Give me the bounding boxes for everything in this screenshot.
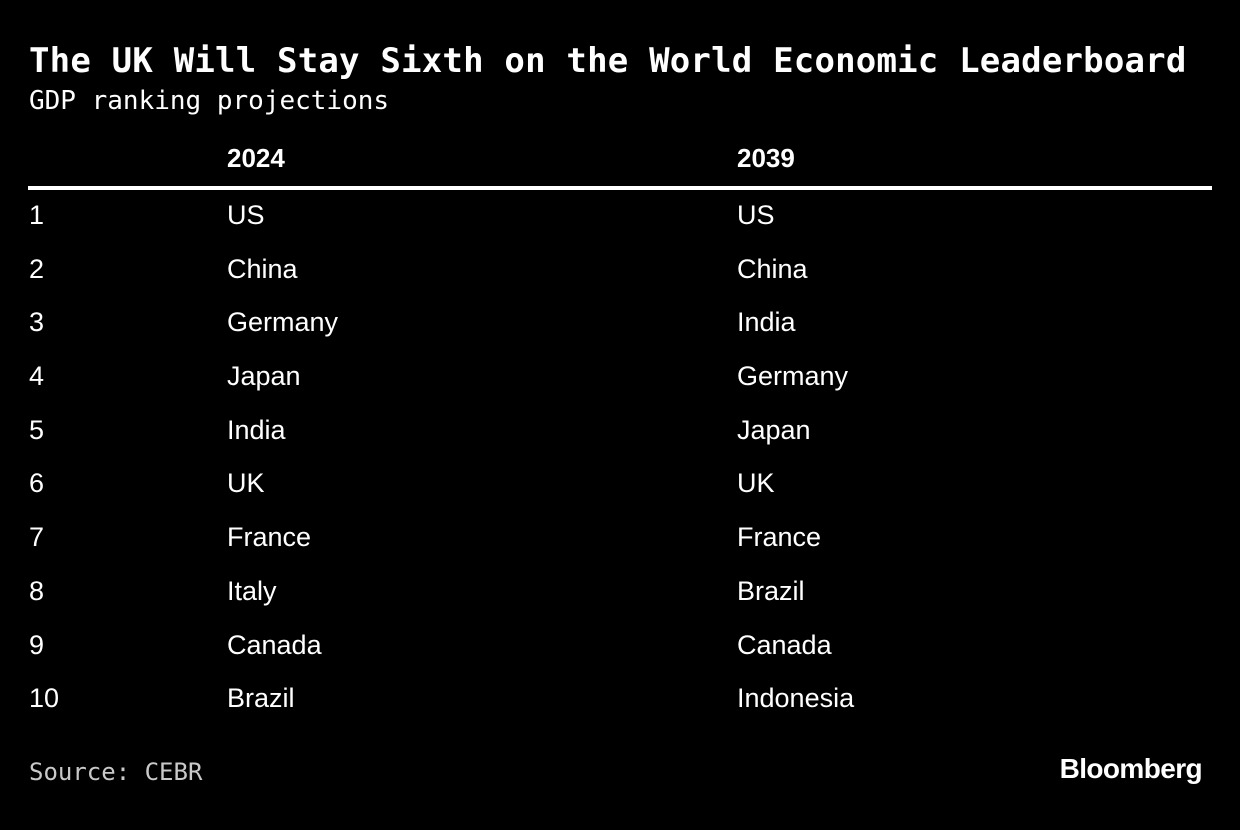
table-row: 10 Brazil Indonesia [28, 673, 1212, 727]
table-row: 4 Japan Germany [28, 351, 1212, 405]
country-2024-cell: US [227, 200, 265, 230]
country-2039-cell: Japan [737, 414, 811, 445]
table-row: 3 Germany India [28, 297, 1212, 351]
country-2024-cell: UK [227, 468, 265, 499]
country-2024-cell: Germany [227, 307, 339, 338]
table-row: 2 China China [28, 244, 1212, 298]
rank-cell: 2 [29, 253, 45, 284]
rank-cell: 6 [29, 468, 45, 499]
column-header-2039: 2039 [737, 143, 795, 173]
source-note: Source: CEBR [29, 758, 203, 786]
country-2039-cell: Canada [737, 629, 832, 660]
country-2024-cell: Italy [227, 575, 277, 606]
table-header: 2024 2039 [28, 138, 1212, 186]
ranking-table: 2024 2039 1 US US 2 China China 3 Germany India 4… [28, 138, 1212, 713]
country-2039-cell: France [737, 522, 822, 553]
table-row: 7 France France [28, 512, 1212, 566]
country-2024-cell: Japan [227, 361, 301, 392]
country-2039-cell: India [737, 307, 796, 338]
rank-cell: 3 [29, 307, 45, 338]
rank-cell: 1 [29, 200, 45, 230]
rank-cell: 8 [29, 575, 45, 606]
rank-cell: 5 [29, 414, 45, 445]
chart-title: The UK Will Stay Sixth on the World Econ… [29, 41, 1187, 81]
country-2039-cell: UK [737, 468, 775, 499]
country-2024-cell: Canada [227, 629, 322, 660]
rank-cell: 10 [29, 683, 60, 714]
table-row: 1 US US [28, 190, 1212, 244]
country-2039-cell: China [737, 253, 808, 284]
country-2039-cell: Germany [737, 361, 849, 392]
rank-cell: 4 [29, 361, 45, 392]
table-body: 1 US US 2 China China 3 Germany India 4 Japan Germa… [28, 190, 1212, 727]
rank-cell: 9 [29, 629, 45, 660]
header-divider [28, 186, 1212, 190]
country-2024-cell: France [227, 522, 312, 553]
country-2039-cell: Indonesia [737, 683, 855, 714]
country-2024-cell: China [227, 253, 298, 284]
country-2039-cell: Brazil [737, 575, 805, 606]
country-2039-cell: US [737, 200, 775, 230]
country-2024-cell: India [227, 414, 286, 445]
table-row: 8 Italy Brazil [28, 566, 1212, 620]
bloomberg-logo: Bloomberg [1059, 753, 1203, 784]
rank-cell: 7 [29, 522, 45, 553]
column-header-2024: 2024 [227, 143, 285, 173]
table-row: 5 India Japan [28, 405, 1212, 459]
table-row: 9 Canada Canada [28, 620, 1212, 674]
table-row: 6 UK UK [28, 458, 1212, 512]
chart-subtitle: GDP ranking projections [29, 86, 390, 116]
country-2024-cell: Brazil [227, 683, 295, 714]
